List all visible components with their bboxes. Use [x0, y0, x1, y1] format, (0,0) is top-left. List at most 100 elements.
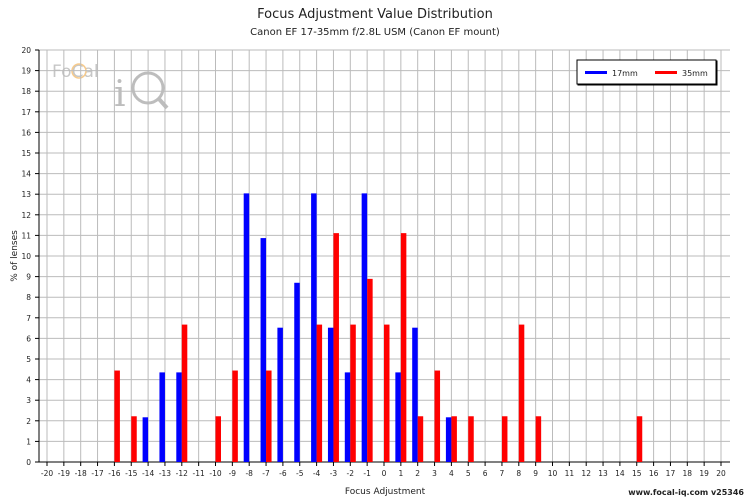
bar-35mm — [501, 416, 508, 462]
x-tick-label: -18 — [75, 469, 87, 478]
x-tick-label: 6 — [483, 469, 488, 478]
bar-17mm — [176, 372, 182, 462]
x-tick-label: 3 — [432, 469, 437, 478]
x-tick-label: 0 — [382, 469, 387, 478]
bar-35mm — [114, 370, 120, 462]
bar-17mm — [311, 193, 317, 462]
y-axis-label: % of lenses — [10, 230, 20, 282]
x-tick-label: -10 — [209, 469, 221, 478]
y-tick-label: 11 — [21, 231, 31, 240]
y-tick-label: 7 — [26, 314, 31, 323]
x-tick-label: -6 — [279, 469, 287, 478]
y-tick-label: 20 — [21, 46, 31, 55]
y-tick-label: 16 — [21, 128, 31, 137]
y-tick-label: 10 — [21, 252, 31, 261]
x-tick-label: -15 — [125, 469, 137, 478]
footer-credit: www.focal-iq.com v25346 — [628, 488, 744, 497]
y-tick-label: 19 — [21, 67, 31, 76]
x-tick-label: -3 — [330, 469, 338, 478]
bar-35mm — [131, 416, 137, 462]
x-tick-label: 13 — [598, 469, 608, 478]
bar-35mm — [316, 324, 323, 462]
y-tick-label: 5 — [26, 355, 31, 364]
y-tick-label: 18 — [21, 87, 31, 96]
bar-35mm — [535, 416, 542, 462]
x-tick-label: -2 — [347, 469, 355, 478]
legend-swatch-35mm — [655, 71, 677, 74]
bar-17mm — [344, 372, 351, 462]
bar-17mm — [294, 282, 300, 462]
x-tick-label: 1 — [398, 469, 403, 478]
x-tick-label: 2 — [415, 469, 420, 478]
y-tick-label: 0 — [26, 458, 31, 467]
bar-17mm — [159, 372, 165, 462]
bar-35mm — [350, 324, 356, 462]
x-tick-label: 16 — [649, 469, 659, 478]
bar-35mm — [384, 324, 390, 462]
x-tick-label: -8 — [245, 469, 253, 478]
bar-17mm — [260, 238, 267, 462]
x-tick-label: 9 — [533, 469, 538, 478]
x-tick-label: -11 — [193, 469, 205, 478]
y-tick-label: 17 — [21, 108, 31, 117]
x-tick-label: -5 — [296, 469, 304, 478]
y-tick-label: 9 — [26, 273, 31, 282]
bar-35mm — [367, 278, 373, 462]
y-tick-label: 1 — [26, 437, 31, 446]
bar-35mm — [266, 370, 272, 462]
bar-35mm — [333, 233, 339, 462]
x-tick-label: 10 — [548, 469, 558, 478]
y-tick-label: 3 — [26, 396, 31, 405]
x-tick-label: -16 — [108, 469, 120, 478]
legend-label-35mm: 35mm — [682, 69, 708, 78]
bar-17mm — [445, 417, 452, 462]
y-tick-label: 4 — [26, 376, 31, 385]
bar-35mm — [215, 416, 221, 462]
x-tick-label: -1 — [363, 469, 371, 478]
x-tick-label: 14 — [615, 469, 625, 478]
x-tick-label: -13 — [159, 469, 171, 478]
x-tick-label: -14 — [142, 469, 154, 478]
x-tick-label: 17 — [666, 469, 676, 478]
chart-title: Focus Adjustment Value Distribution — [257, 7, 493, 22]
x-tick-label: 5 — [466, 469, 471, 478]
x-tick-label: -12 — [176, 469, 188, 478]
bar-35mm — [181, 324, 188, 462]
y-tick-label: 14 — [21, 170, 31, 179]
y-tick-label: 6 — [26, 334, 31, 343]
bar-17mm — [412, 327, 418, 462]
x-tick-label: 7 — [500, 469, 505, 478]
y-tick-label: 12 — [21, 211, 31, 220]
bar-35mm — [636, 416, 643, 462]
bar-35mm — [417, 416, 424, 462]
chart-subtitle: Canon EF 17-35mm f/2.8L USM (Canon EF mo… — [250, 27, 500, 38]
x-tick-label: 11 — [565, 469, 575, 478]
y-tick-label: 13 — [21, 190, 31, 199]
x-tick-label: -7 — [262, 469, 270, 478]
x-tick-label: -17 — [91, 469, 103, 478]
bar-35mm — [451, 416, 457, 462]
svg-text:i: i — [114, 74, 126, 115]
bar-17mm — [243, 193, 250, 462]
x-axis-label: Focus Adjustment — [345, 487, 426, 497]
y-tick-label: 15 — [21, 149, 31, 158]
bar-17mm — [142, 417, 149, 462]
bar-35mm — [232, 370, 238, 462]
y-tick-label: 2 — [26, 417, 31, 426]
x-tick-label: -4 — [313, 469, 321, 478]
x-tick-label: -9 — [229, 469, 237, 478]
bar-35mm — [518, 324, 525, 462]
x-tick-label: 19 — [699, 469, 709, 478]
bar-35mm — [400, 233, 407, 462]
y-tick-label: 8 — [26, 293, 31, 302]
x-tick-label: -20 — [41, 469, 53, 478]
x-tick-label: 15 — [632, 469, 642, 478]
x-tick-label: 8 — [516, 469, 521, 478]
bar-17mm — [361, 193, 368, 462]
x-tick-label: 12 — [581, 469, 591, 478]
x-tick-label: 18 — [683, 469, 693, 478]
x-tick-label: 4 — [449, 469, 454, 478]
bar-17mm — [277, 327, 283, 462]
